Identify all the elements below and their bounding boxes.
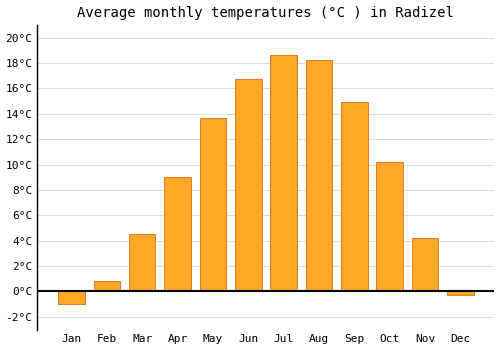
Bar [270,55,297,292]
Bar [94,281,120,292]
Bar [341,102,367,292]
Bar [235,79,262,292]
Bar [58,292,84,304]
Bar [164,177,191,292]
Bar [412,238,438,292]
Bar [376,162,403,292]
Bar [447,292,473,295]
Title: Average monthly temperatures (°C ) in Radizel: Average monthly temperatures (°C ) in Ra… [78,6,454,20]
Bar [200,118,226,292]
Bar [129,234,156,292]
Bar [306,61,332,292]
